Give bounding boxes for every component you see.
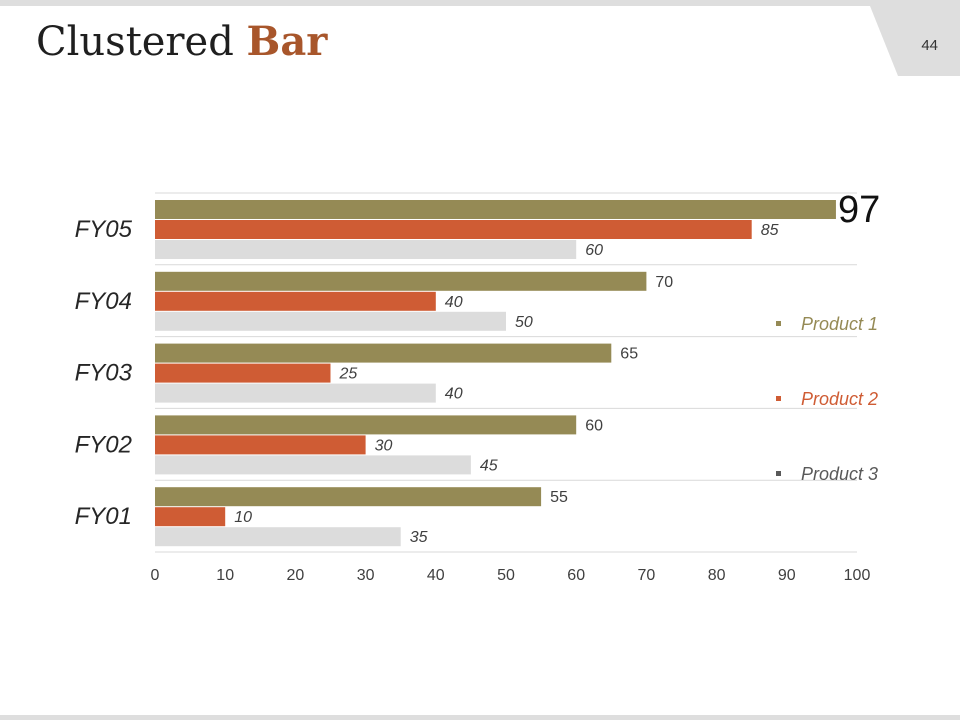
bar-product-1 bbox=[155, 415, 577, 435]
data-label: 10 bbox=[234, 509, 252, 526]
data-label: 30 bbox=[375, 437, 393, 454]
data-label: 45 bbox=[480, 457, 498, 474]
bar-product-1 bbox=[155, 271, 647, 291]
data-label: 85 bbox=[761, 222, 779, 239]
page-number: 44 bbox=[921, 37, 938, 54]
x-tick-label: 70 bbox=[638, 567, 656, 584]
x-tick-label: 100 bbox=[844, 567, 871, 584]
legend-label-product-3: Product 3 bbox=[801, 464, 879, 484]
bar-product-2 bbox=[155, 363, 331, 383]
legend-item-product-2: Product 2 bbox=[776, 387, 878, 411]
data-label: 40 bbox=[445, 294, 463, 311]
top-border bbox=[0, 0, 960, 6]
bar-product-2 bbox=[155, 435, 366, 455]
x-tick-label: 10 bbox=[216, 567, 234, 584]
data-label: 60 bbox=[585, 417, 603, 434]
page-number-tab: 44 bbox=[870, 6, 960, 76]
x-tick-label: 90 bbox=[778, 567, 796, 584]
bar-product-1 bbox=[155, 343, 612, 363]
x-tick-label: 0 bbox=[151, 567, 160, 584]
data-label: 40 bbox=[445, 386, 463, 403]
bar-product-2 bbox=[155, 291, 436, 311]
data-label: 60 bbox=[585, 242, 603, 259]
bar-product-2 bbox=[155, 507, 226, 527]
slide-title: Clustered Bar bbox=[36, 18, 328, 65]
category-label: FY05 bbox=[75, 216, 133, 243]
bar-product-3 bbox=[155, 383, 436, 403]
bar-product-1 bbox=[155, 487, 542, 507]
bar-product-3 bbox=[155, 527, 401, 547]
x-tick-label: 30 bbox=[357, 567, 375, 584]
category-label: FY01 bbox=[75, 503, 132, 530]
x-tick-label: 40 bbox=[427, 567, 445, 584]
category-label: FY03 bbox=[75, 360, 133, 387]
legend-swatch-product-2 bbox=[776, 395, 781, 401]
bar-product-1 bbox=[155, 200, 836, 219]
bar-product-3 bbox=[155, 240, 577, 259]
data-label: 50 bbox=[515, 314, 533, 331]
category-label: FY04 bbox=[75, 288, 132, 315]
x-tick-label: 20 bbox=[287, 567, 305, 584]
legend-swatch-product-1 bbox=[776, 320, 781, 326]
x-tick-label: 60 bbox=[567, 567, 585, 584]
data-label: 35 bbox=[410, 529, 428, 546]
x-tick-label: 50 bbox=[497, 567, 515, 584]
data-label: 65 bbox=[620, 346, 638, 363]
data-label: 70 bbox=[655, 274, 673, 291]
legend-label-product-1: Product 1 bbox=[801, 314, 879, 334]
bottom-border bbox=[0, 715, 960, 720]
bar-product-3 bbox=[155, 455, 471, 475]
bar-product-3 bbox=[155, 311, 506, 331]
legend-swatch-product-3 bbox=[776, 470, 781, 476]
category-label: FY02 bbox=[75, 431, 132, 458]
page-tab-shape bbox=[870, 6, 960, 76]
legend-item-product-3: Product 3 bbox=[776, 462, 878, 486]
legend-label-product-2: Product 2 bbox=[801, 389, 879, 409]
x-tick-label: 80 bbox=[708, 567, 726, 584]
data-label-highlight: 97 bbox=[838, 189, 880, 231]
title-accent: Bar bbox=[246, 18, 328, 65]
bar-product-2 bbox=[155, 220, 752, 239]
data-label: 55 bbox=[550, 489, 568, 506]
legend-item-product-1: Product 1 bbox=[776, 312, 878, 336]
data-label: 25 bbox=[339, 366, 358, 383]
